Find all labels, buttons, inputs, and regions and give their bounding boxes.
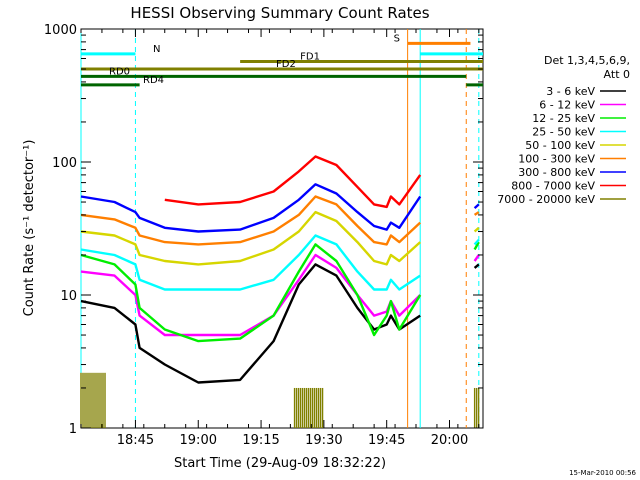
annotation-label-fd2: FD2 bbox=[276, 59, 296, 70]
series-line-7 bbox=[80, 183, 480, 233]
annotation-label-rd4: RD4 bbox=[143, 75, 164, 86]
legend-entry-label: 12 - 25 keV bbox=[532, 112, 595, 125]
annotation-label-s: S bbox=[394, 33, 400, 44]
legend-entry-label: 100 - 300 keV bbox=[518, 153, 595, 166]
legend-entry-label: 3 - 6 keV bbox=[546, 85, 595, 98]
x-tick-label: 19:00 bbox=[180, 433, 217, 448]
x-axis-ticks: 18:45 19:00 19:15 19:30 19:45 20:00 bbox=[80, 29, 480, 448]
y-axis-ticks: 1 10 100 1000 bbox=[44, 23, 483, 437]
legend-entry-label: 6 - 12 keV bbox=[539, 99, 595, 112]
annotation-label-fd1: FD1 bbox=[300, 51, 320, 62]
y-tick-label: 1 bbox=[69, 422, 77, 437]
plot-content: N S FD1 FD2 RD0 RD4 bbox=[80, 29, 483, 428]
y-tick-label: 100 bbox=[52, 156, 77, 171]
y-axis-label: Count Rate (s⁻¹ detector⁻¹) bbox=[22, 140, 37, 317]
y-tick-label: 1000 bbox=[44, 23, 77, 38]
legend-entry-label: 7000 - 20000 keV bbox=[497, 193, 595, 206]
timestamp: 15-Mar-2010 00:56 bbox=[569, 469, 636, 477]
plot-frame bbox=[80, 28, 484, 429]
legend-entry-label: 25 - 50 keV bbox=[532, 126, 595, 139]
x-tick-label: 19:30 bbox=[305, 433, 342, 448]
x-tick-label: 18:45 bbox=[117, 433, 154, 448]
x-tick-label: 20:00 bbox=[431, 433, 468, 448]
legend-entry-label: 50 - 100 keV bbox=[525, 139, 595, 152]
y-tick-label: 10 bbox=[60, 289, 77, 304]
x-tick-label: 19:45 bbox=[368, 433, 405, 448]
annotation-label-n: N bbox=[153, 44, 160, 55]
legend-entry-label: 800 - 7000 keV bbox=[511, 180, 595, 193]
x-tick-label: 19:15 bbox=[242, 433, 279, 448]
x-axis-label: Start Time (29-Aug-09 18:32:22) bbox=[174, 456, 386, 471]
spike-cluster-1 bbox=[80, 372, 106, 428]
legend-entry-label: 300 - 800 keV bbox=[518, 166, 595, 179]
chart-title: HESSI Observing Summary Count Rates bbox=[130, 4, 429, 22]
series-line-3 bbox=[80, 241, 480, 343]
series-line-5 bbox=[80, 210, 480, 266]
series-line-6 bbox=[80, 195, 480, 246]
annotation-label-rd0: RD0 bbox=[109, 66, 130, 77]
series-line-8 bbox=[164, 155, 422, 209]
spike-cluster-2 bbox=[293, 387, 324, 428]
legend-header-line-2: Att 0 bbox=[604, 68, 630, 81]
spike-cluster-3 bbox=[473, 387, 480, 428]
legend-header-line-1: Det 1,3,4,5,6,9, bbox=[544, 54, 630, 67]
series-line-1 bbox=[80, 263, 480, 384]
series-line-4 bbox=[80, 234, 480, 291]
